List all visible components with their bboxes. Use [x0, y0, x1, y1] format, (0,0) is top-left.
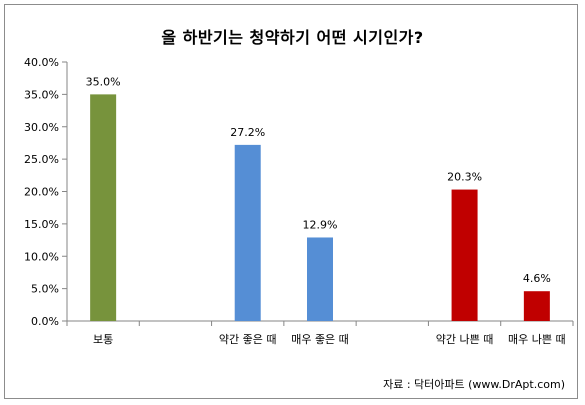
bar	[90, 94, 117, 321]
y-tick-label: 20.0%	[24, 186, 59, 199]
data-label: 12.9%	[303, 218, 338, 231]
chart-title: 올 하반기는 청약하기 어떤 시기인가?	[161, 28, 424, 47]
x-tick-label: 약간 좋은 때	[219, 332, 277, 346]
x-tick-label: 보통	[93, 333, 113, 346]
y-tick-label: 0.0%	[31, 315, 59, 328]
x-tick-label: 약간 나쁜 때	[436, 332, 494, 346]
x-tick-label: 매우 좋은 때	[291, 333, 349, 346]
y-tick-label: 30.0%	[24, 121, 59, 134]
data-label: 4.6%	[523, 272, 551, 285]
source-note: 자료 : 닥터아파트 (www.DrApt.com)	[383, 378, 565, 391]
y-tick-label: 35.0%	[24, 88, 59, 101]
bar	[451, 189, 478, 321]
data-label: 27.2%	[230, 126, 265, 139]
bar	[234, 144, 261, 321]
bar	[307, 237, 333, 321]
data-label: 35.0%	[86, 75, 121, 88]
y-tick-label: 40.0%	[24, 56, 59, 69]
y-tick-label: 5.0%	[31, 283, 59, 296]
bar	[523, 291, 550, 321]
x-tick-label: 매우 나쁜 때	[508, 333, 566, 346]
y-tick-label: 10.0%	[24, 250, 59, 263]
y-tick-label: 15.0%	[24, 218, 59, 231]
y-tick-label: 25.0%	[24, 153, 59, 166]
data-label: 20.3%	[447, 171, 482, 184]
